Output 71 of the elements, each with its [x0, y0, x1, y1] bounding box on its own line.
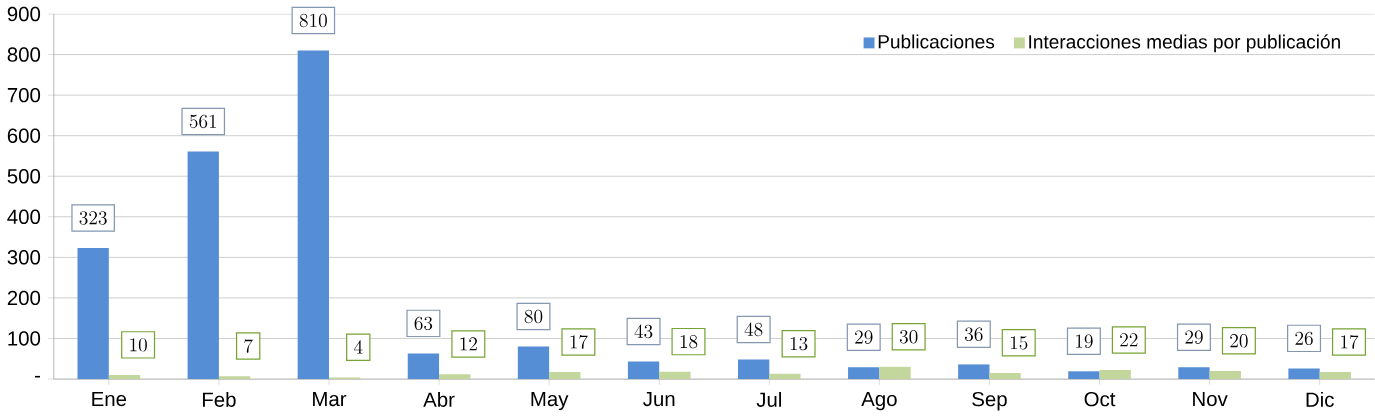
data-label: 13	[790, 336, 808, 351]
x-tick-label: Feb	[202, 391, 236, 407]
data-label: 36	[965, 327, 983, 341]
y-tick-label: 900	[7, 6, 41, 22]
x-tick-label: Abr	[423, 391, 455, 407]
data-label: 22	[1120, 333, 1138, 347]
data-label: 17	[570, 334, 588, 349]
x-tick-label: Oct	[1084, 391, 1116, 407]
bar	[1178, 367, 1210, 379]
data-label: 48	[744, 322, 763, 337]
y-tick-label: 700	[7, 87, 41, 103]
x-tick-label: Mar	[313, 391, 347, 407]
data-label: 15	[1010, 336, 1028, 350]
bar	[108, 374, 141, 379]
bar	[958, 364, 990, 379]
x-tick-label: Dic	[1306, 391, 1334, 407]
y-tick-label: -	[34, 375, 40, 378]
y-tick-label: 200	[7, 290, 41, 306]
x-tick-label: Ene	[92, 391, 127, 407]
data-label: 80	[524, 309, 543, 324]
data-label: 7	[244, 339, 253, 353]
bar	[517, 346, 550, 379]
bar	[1319, 372, 1352, 379]
data-label: 4	[354, 340, 363, 354]
bar	[297, 50, 329, 379]
x-tick-label: Ago	[861, 391, 897, 411]
data-label: 29	[1185, 330, 1203, 344]
legend-label: Publicaciones	[878, 34, 995, 49]
legend-label: Interacciones medias por publicación	[1029, 34, 1340, 53]
data-label: 26	[1295, 331, 1313, 346]
x-tick-label: Jun	[643, 391, 675, 407]
y-tick-label: 400	[7, 209, 41, 224]
y-tick-label: 600	[7, 128, 41, 143]
data-label: 20	[1230, 334, 1248, 348]
bar	[1068, 371, 1100, 379]
bar	[737, 359, 770, 379]
x-tick-label: Sep	[972, 391, 1007, 411]
x-tick-label: Nov	[1193, 391, 1228, 407]
bar	[187, 151, 219, 379]
bar	[848, 367, 880, 379]
bar	[77, 247, 109, 379]
data-label: 19	[1076, 334, 1093, 348]
y-tick-label: 300	[7, 250, 41, 265]
data-label: 63	[414, 316, 433, 330]
data-label: 12	[460, 337, 477, 351]
data-label: 10	[130, 338, 147, 352]
data-label: 43	[634, 324, 653, 339]
bar	[1099, 369, 1131, 379]
data-label: 810	[299, 13, 327, 28]
y-tick-label: 100	[8, 331, 41, 346]
y-tick-label: 500	[7, 168, 41, 184]
data-label: 29	[855, 330, 873, 344]
bar	[989, 372, 1021, 379]
data-label: 18	[680, 334, 698, 349]
bar	[659, 371, 691, 379]
data-label: 30	[899, 329, 918, 344]
bar	[627, 361, 660, 379]
data-label: 17	[1341, 334, 1359, 349]
x-tick-label: Jul	[756, 391, 781, 407]
bar	[879, 366, 911, 379]
y-tick-label: 800	[7, 47, 41, 62]
bar	[439, 374, 471, 379]
bar	[407, 353, 440, 379]
data-label: 323	[79, 211, 107, 225]
bar	[1288, 368, 1320, 379]
bar	[549, 372, 581, 379]
x-tick-label: May	[531, 391, 569, 411]
bar	[218, 376, 251, 379]
bar	[769, 373, 801, 379]
bar	[1209, 370, 1241, 379]
data-label: 561	[189, 114, 217, 129]
